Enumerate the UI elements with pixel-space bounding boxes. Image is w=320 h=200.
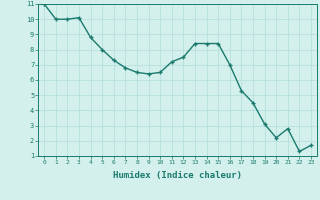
X-axis label: Humidex (Indice chaleur): Humidex (Indice chaleur) (113, 171, 242, 180)
